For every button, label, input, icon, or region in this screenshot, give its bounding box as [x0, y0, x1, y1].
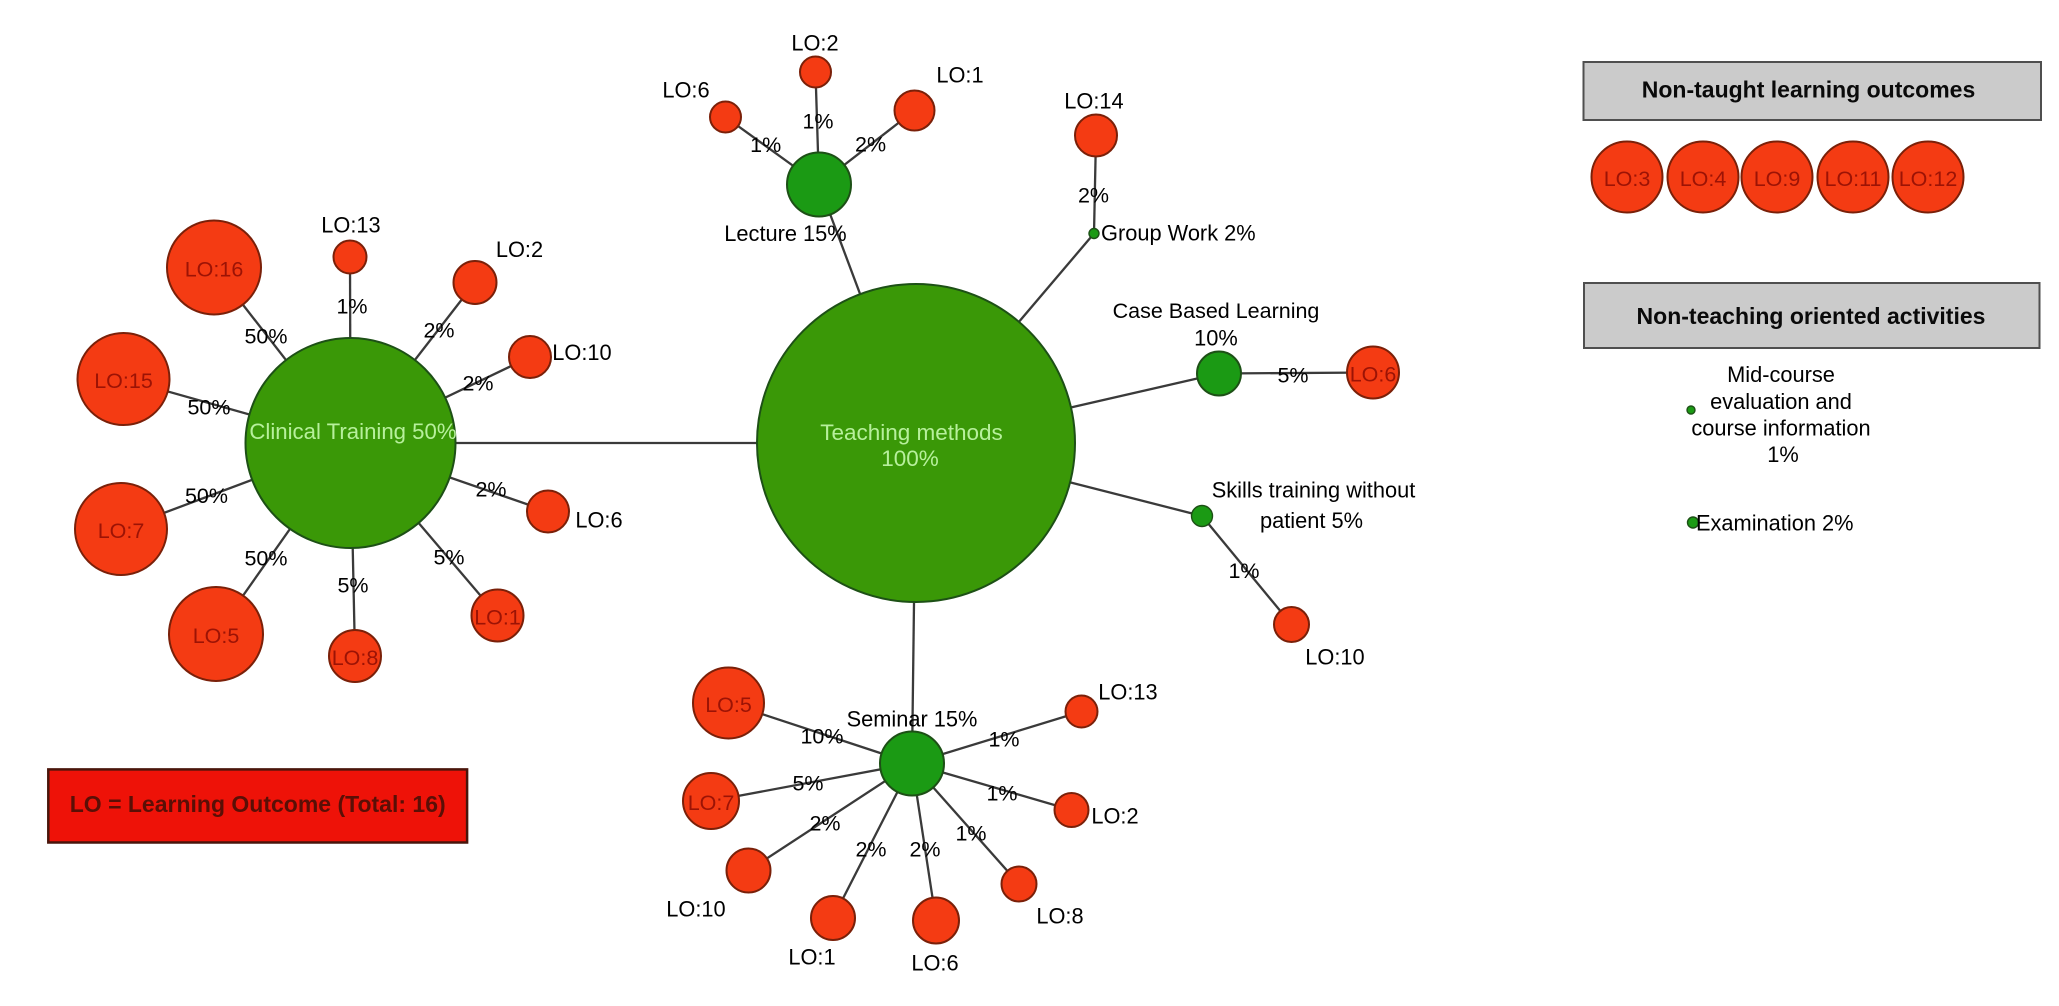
svg-text:2%: 2%: [855, 133, 886, 157]
svg-text:2%: 2%: [855, 838, 886, 862]
svg-text:Mid-course: Mid-course: [1727, 362, 1835, 387]
svg-text:LO:11: LO:11: [1825, 167, 1882, 191]
svg-text:LO:4: LO:4: [1680, 167, 1727, 191]
svg-text:1%: 1%: [988, 728, 1019, 752]
svg-text:Non-taught learning outcomes: Non-taught learning outcomes: [1642, 77, 1976, 103]
svg-text:LO:10: LO:10: [552, 340, 611, 365]
svg-text:1%: 1%: [1767, 442, 1799, 467]
svg-text:1%: 1%: [986, 782, 1017, 806]
svg-text:LO:13: LO:13: [1098, 680, 1157, 705]
svg-text:LO:2: LO:2: [496, 237, 543, 262]
svg-text:50%: 50%: [187, 396, 230, 420]
svg-text:LO:3: LO:3: [1604, 167, 1651, 191]
svg-text:2%: 2%: [1078, 184, 1109, 208]
svg-text:LO:12: LO:12: [1899, 167, 1958, 191]
svg-text:50%: 50%: [244, 325, 287, 349]
svg-text:2%: 2%: [809, 812, 840, 836]
svg-text:2%: 2%: [423, 319, 454, 343]
svg-text:patient 5%: patient 5%: [1260, 508, 1363, 533]
svg-text:5%: 5%: [792, 772, 823, 796]
svg-text:LO:8: LO:8: [1036, 904, 1083, 929]
svg-text:1%: 1%: [336, 295, 367, 319]
svg-text:LO:13: LO:13: [321, 213, 380, 238]
svg-text:Seminar 15%: Seminar 15%: [847, 707, 978, 732]
svg-text:LO:7: LO:7: [98, 519, 145, 543]
svg-text:1%: 1%: [802, 110, 833, 134]
svg-text:2%: 2%: [475, 478, 506, 502]
svg-text:Lecture 15%: Lecture 15%: [724, 221, 846, 246]
svg-text:5%: 5%: [433, 546, 464, 570]
svg-text:LO = Learning Outcome (Total:: LO = Learning Outcome (Total: 16): [70, 791, 446, 817]
svg-text:Non-teaching oriented activiti: Non-teaching oriented activities: [1637, 303, 1986, 329]
svg-text:5%: 5%: [1277, 364, 1308, 388]
svg-text:10%: 10%: [800, 725, 843, 749]
svg-text:LO:6: LO:6: [662, 78, 709, 103]
svg-text:LO:6: LO:6: [575, 508, 622, 533]
svg-text:Group Work 2%: Group Work 2%: [1101, 221, 1256, 246]
svg-text:LO:9: LO:9: [1754, 167, 1801, 191]
svg-text:evaluation and: evaluation and: [1710, 389, 1852, 414]
svg-text:100%: 100%: [881, 446, 939, 471]
svg-text:LO:5: LO:5: [705, 693, 752, 717]
svg-text:10%: 10%: [1194, 326, 1238, 351]
svg-text:Case Based Learning: Case Based Learning: [1113, 299, 1320, 323]
svg-text:LO:8: LO:8: [332, 646, 379, 670]
svg-text:Teaching methods: Teaching methods: [820, 420, 1003, 445]
svg-text:LO:6: LO:6: [911, 951, 958, 976]
svg-text:LO:10: LO:10: [666, 897, 725, 922]
svg-text:2%: 2%: [909, 838, 940, 862]
svg-text:LO:1: LO:1: [474, 606, 521, 630]
svg-text:5%: 5%: [337, 574, 368, 598]
svg-text:LO:1: LO:1: [788, 945, 835, 970]
svg-text:LO:16: LO:16: [185, 258, 244, 282]
svg-text:LO:2: LO:2: [1091, 804, 1138, 829]
svg-text:LO:10: LO:10: [1305, 645, 1364, 670]
svg-text:LO:5: LO:5: [193, 624, 240, 648]
svg-text:course information: course information: [1691, 416, 1870, 441]
svg-text:LO:14: LO:14: [1064, 89, 1123, 114]
svg-text:LO:7: LO:7: [688, 791, 735, 815]
svg-text:LO:2: LO:2: [791, 31, 838, 56]
svg-text:50%: 50%: [185, 484, 228, 508]
svg-text:Examination 2%: Examination 2%: [1696, 511, 1854, 536]
svg-text:2%: 2%: [462, 372, 493, 396]
svg-text:LO:1: LO:1: [936, 63, 983, 88]
svg-text:LO:6: LO:6: [1350, 363, 1397, 387]
svg-text:LO:15: LO:15: [94, 369, 153, 393]
svg-text:50%: 50%: [244, 547, 287, 571]
svg-text:1%: 1%: [750, 133, 781, 157]
svg-text:1%: 1%: [955, 822, 986, 846]
svg-text:Clinical Training 50%: Clinical Training 50%: [249, 419, 456, 444]
svg-text:Skills training without: Skills training without: [1212, 478, 1416, 503]
svg-text:1%: 1%: [1228, 559, 1259, 583]
